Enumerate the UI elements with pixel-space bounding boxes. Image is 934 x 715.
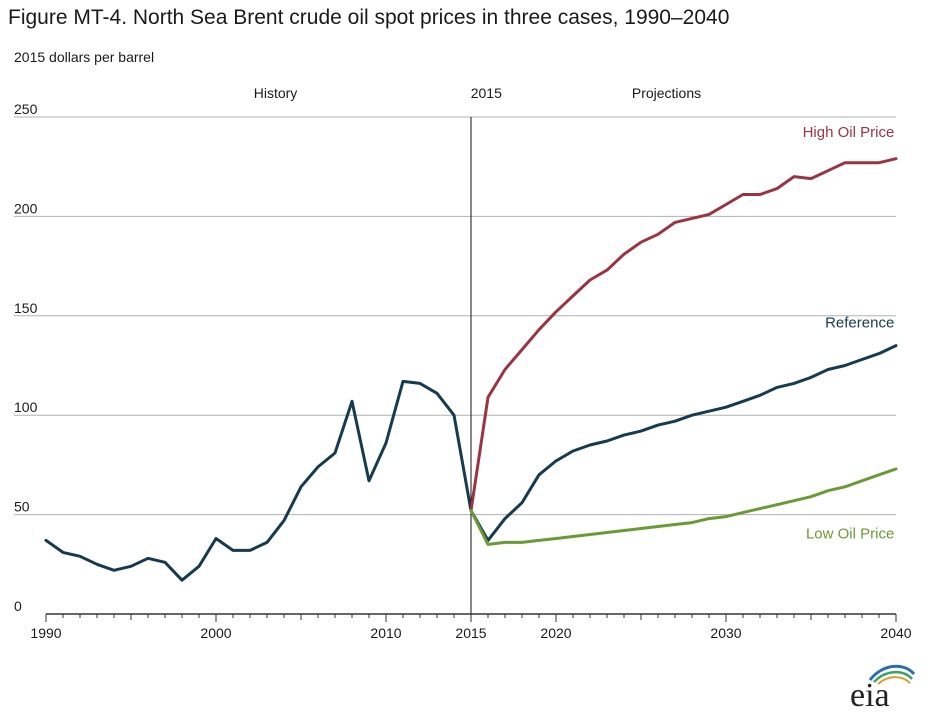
x-tick-label-2000: 2000 — [200, 625, 231, 641]
series-label-low: Low Oil Price — [806, 525, 894, 542]
x-tick-label-2040: 2040 — [880, 625, 911, 641]
y-axis-unit-label: 2015 dollars per barrel — [14, 49, 155, 65]
x-tick-label-2030: 2030 — [710, 625, 741, 641]
chart-title: Figure MT-4. North Sea Brent crude oil s… — [8, 6, 730, 29]
series-label-reference: Reference — [825, 315, 894, 332]
y-tick-label-100: 100 — [14, 399, 38, 415]
x-tick-label-2010: 2010 — [370, 625, 401, 641]
x-tick-label-2020: 2020 — [540, 625, 571, 641]
y-tick-label-50: 50 — [14, 499, 30, 515]
x-tick-label-2015: 2015 — [455, 625, 486, 641]
y-tick-label-0: 0 — [14, 598, 22, 614]
y-tick-label-200: 200 — [14, 200, 38, 216]
y-tick-label-150: 150 — [14, 300, 38, 316]
region-label-0: History — [254, 85, 298, 101]
region-labels: History 2015 Projections — [254, 85, 701, 101]
region-label-2: Projections — [632, 85, 701, 101]
series-line-low — [469, 467, 898, 546]
eia-logo-text: eia — [850, 677, 890, 710]
y-tick-label-250: 250 — [14, 101, 38, 117]
series-label-high: High Oil Price — [803, 124, 895, 141]
x-axis — [45, 613, 897, 622]
x-tick-labels: 1990 2000 2010 2015 2020 2030 2040 — [30, 625, 911, 641]
eia-logo: eia — [848, 660, 918, 714]
y-tick-labels: 0 50 100 150 200 250 — [14, 101, 38, 614]
series-lines — [44, 157, 898, 582]
series-line-high — [469, 157, 898, 513]
region-label-1: 2015 — [471, 85, 502, 101]
gridlines — [14, 116, 896, 516]
series-labels: Reference High Oil Price Low Oil Price — [803, 124, 895, 543]
x-tick-label-1990: 1990 — [30, 625, 61, 641]
